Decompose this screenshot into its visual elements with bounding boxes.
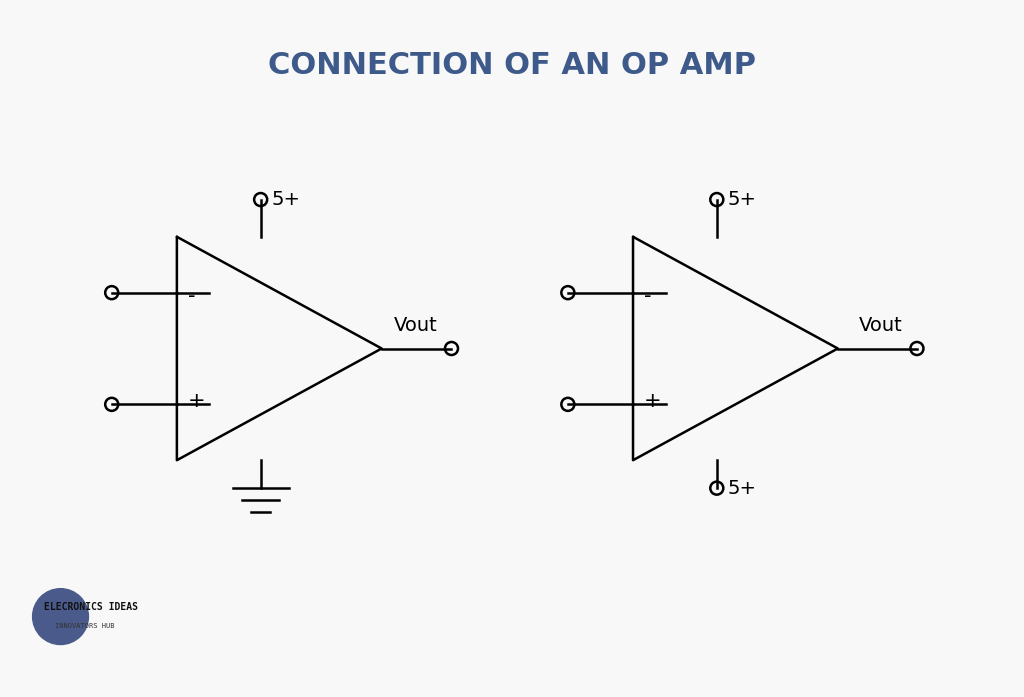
Text: -: - [644,286,651,307]
Text: 5+: 5+ [271,190,301,209]
Text: ELECRONICS IDEAS: ELECRONICS IDEAS [44,602,138,612]
Text: 5+: 5+ [728,479,757,498]
Text: 5+: 5+ [728,190,757,209]
Text: +: + [644,390,662,411]
Text: INNOVATORS HUB: INNOVATORS HUB [55,623,115,629]
Text: Vout: Vout [394,316,437,335]
Text: +: + [188,390,206,411]
Text: -: - [188,286,196,307]
Text: CONNECTION OF AN OP AMP: CONNECTION OF AN OP AMP [268,51,756,79]
Circle shape [33,589,88,645]
Text: Vout: Vout [859,316,903,335]
